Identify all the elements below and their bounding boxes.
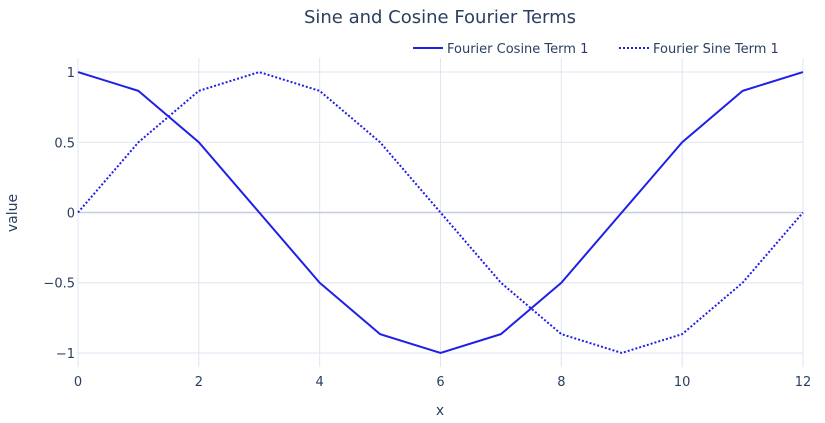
x-tick-label: 8	[557, 375, 565, 390]
x-tick-label: 6	[436, 375, 444, 390]
grid-layer	[77, 58, 804, 367]
x-tick-label: 2	[195, 375, 203, 390]
ticks-layer: 0 2 4 6 8 10 12 −1 −0.5 0 0.5 1	[43, 66, 811, 390]
y-axis-title: value	[5, 194, 21, 232]
y-tick-label: −0.5	[43, 277, 75, 292]
y-tick-label: 1	[67, 66, 75, 81]
x-tick-label: 12	[795, 375, 812, 390]
series-layer	[77, 71, 804, 354]
series-line-sine	[77, 71, 804, 354]
x-tick-label: 10	[674, 375, 691, 390]
legend-label-sine: Fourier Sine Term 1	[653, 42, 779, 57]
legend-item-sine[interactable]: Fourier Sine Term 1	[619, 42, 779, 57]
legend-label-cosine: Fourier Cosine Term 1	[447, 42, 588, 57]
legend-item-cosine[interactable]: Fourier Cosine Term 1	[413, 42, 588, 57]
y-tick-label: 0.5	[54, 136, 75, 151]
x-tick-label: 0	[74, 375, 82, 390]
series-line-cosine	[77, 71, 804, 354]
y-tick-label: −1	[56, 347, 75, 362]
y-tick-label: 0	[67, 207, 75, 222]
chart-title: Sine and Cosine Fourier Terms	[304, 7, 576, 28]
x-tick-label: 4	[316, 375, 324, 390]
legend: Fourier Cosine Term 1 Fourier Sine Term …	[413, 42, 779, 57]
x-axis-title: x	[436, 403, 444, 419]
